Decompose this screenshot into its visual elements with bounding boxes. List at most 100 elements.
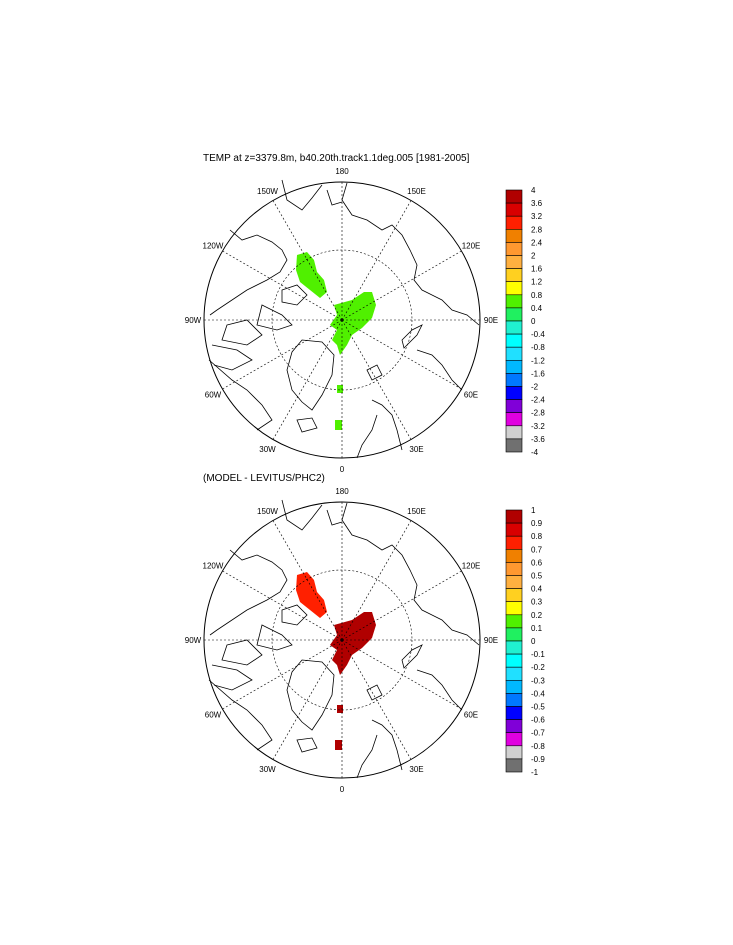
colorbar-label: -0.3 [531, 676, 545, 685]
colorbar-label: 2.4 [531, 238, 543, 247]
colorbar-box [505, 653, 523, 668]
colorbar-label: -0.7 [531, 729, 545, 738]
colorbar-box [505, 706, 523, 720]
longitude-label: 150W [257, 507, 278, 516]
longitude-label: 90E [484, 636, 498, 645]
colorbar-box [505, 627, 523, 642]
longitude-label: 120W [203, 242, 224, 251]
colorbar-box [505, 522, 523, 537]
colorbar-box [505, 425, 523, 440]
colorbar-label: -3.6 [531, 435, 545, 444]
meridian-line [341, 639, 462, 710]
colorbar-box [505, 307, 523, 322]
anomaly-region [335, 420, 342, 430]
colorbar-box [505, 548, 523, 563]
longitude-label: 0 [340, 785, 345, 794]
colorbar: 4 3.6 3.2 2.8 2.4 2 1.6 1.2 0.8 0.4 0 -0.4 -0.8 -1.2 -… [505, 186, 545, 457]
colorbar-box [505, 333, 523, 348]
colorbar-label: -0.9 [531, 755, 545, 764]
longitude-label: 120W [203, 562, 224, 571]
colorbar-label: -0.4 [531, 689, 545, 698]
meridian-line [341, 319, 462, 390]
colorbar-label: 0.4 [531, 304, 543, 313]
colorbar: 1 0.9 0.8 0.7 0.6 0.5 0.4 0.3 0.2 0.1 0 -0.1 -0.2 -0.… [505, 506, 545, 777]
colorbar-box [505, 268, 523, 283]
longitude-label: 90W [185, 316, 202, 325]
anomaly-region [296, 252, 327, 298]
colorbar-label: -2.4 [531, 396, 545, 405]
longitude-label: 120E [462, 562, 481, 571]
colorbar-label: 0.1 [531, 624, 543, 633]
longitude-label: 90W [185, 636, 202, 645]
longitude-label: 150E [407, 507, 426, 516]
colorbar-label: 0.8 [531, 291, 543, 300]
colorbar-box [505, 562, 523, 576]
longitude-label: 60W [205, 391, 222, 400]
colorbar-box [505, 242, 523, 256]
colorbar-box [505, 189, 523, 204]
longitude-label: 180 [335, 167, 349, 176]
colorbar-box [505, 535, 523, 550]
colorbar-label: 1.2 [531, 278, 543, 287]
meridian-line [222, 319, 343, 390]
longitude-label: 60W [205, 711, 222, 720]
colorbar-label: -1.2 [531, 356, 545, 365]
colorbar-box [505, 412, 523, 427]
colorbar-label: -0.4 [531, 330, 545, 339]
colorbar-label: -2.8 [531, 409, 545, 418]
longitude-label: 150E [407, 187, 426, 196]
colorbar-box [505, 719, 523, 733]
colorbar-label: 0.2 [531, 611, 543, 620]
longitude-label: 150W [257, 187, 278, 196]
colorbar-label: -0.1 [531, 650, 545, 659]
top-panel-title: TEMP at z=3379.8m, b40.20th.track1.1deg.… [203, 153, 470, 164]
colorbar-label: 2.8 [531, 225, 543, 234]
bottom-map: 180 150E 120E 90E 60E 30E 0 30W 60W 90W 120W 150W 1 0… [185, 487, 546, 794]
colorbar-label: -0.2 [531, 663, 545, 672]
colorbar-label: 3.2 [531, 212, 543, 221]
longitude-label: 60E [464, 391, 478, 400]
colorbar-label: 0.4 [531, 585, 543, 594]
colorbar-box [505, 320, 523, 335]
colorbar-label: 2 [531, 252, 536, 261]
colorbar-label: -0.8 [531, 742, 545, 751]
meridian-line [272, 639, 343, 760]
colorbar-label: -4 [531, 448, 539, 457]
colorbar-box [505, 758, 523, 773]
colorbar-box [505, 601, 523, 616]
colorbar-label: 0 [531, 317, 536, 326]
colorbar-box [505, 575, 523, 589]
colorbar-box [505, 732, 523, 747]
colorbar-label: 3.6 [531, 199, 543, 208]
longitude-label: 0 [340, 465, 345, 474]
colorbar-box [505, 745, 523, 760]
top-map: 180 150E 120E 90E 60E 30E 0 30W 60W 90W 120W 150W 4 3… [185, 167, 546, 474]
meridian-line [222, 250, 343, 321]
colorbar-label: 0.9 [531, 519, 543, 528]
colorbar-box [505, 281, 523, 296]
map-boundary [203, 181, 481, 459]
colorbar-box [505, 509, 523, 524]
colorbar-label: 0.5 [531, 572, 543, 581]
colorbar-label: 1 [531, 506, 536, 515]
meridian-line [222, 639, 343, 710]
colorbar-box [505, 255, 523, 269]
map-content: 180 150E 120E 90E 60E 30E 0 30W 60W 90W 120W 150W [185, 167, 498, 474]
colorbar-label: 0.7 [531, 545, 543, 554]
colorbar-box [505, 386, 523, 400]
anomaly-region [296, 572, 327, 618]
meridian-line [341, 520, 412, 641]
colorbar-box [505, 614, 523, 629]
meridian-line [341, 200, 412, 321]
colorbar-label: 0.6 [531, 558, 543, 567]
meridian-line [272, 200, 343, 321]
colorbar-label: -0.5 [531, 703, 545, 712]
anomaly-region [330, 612, 376, 675]
colorbar-label: 1.6 [531, 265, 543, 274]
colorbar-box [505, 438, 523, 453]
colorbar-label: 4 [531, 186, 536, 195]
map-content: 180 150E 120E 90E 60E 30E 0 30W 60W 90W 120W 150W [185, 487, 498, 794]
colorbar-label: 0 [531, 637, 536, 646]
colorbar-box [505, 399, 523, 414]
